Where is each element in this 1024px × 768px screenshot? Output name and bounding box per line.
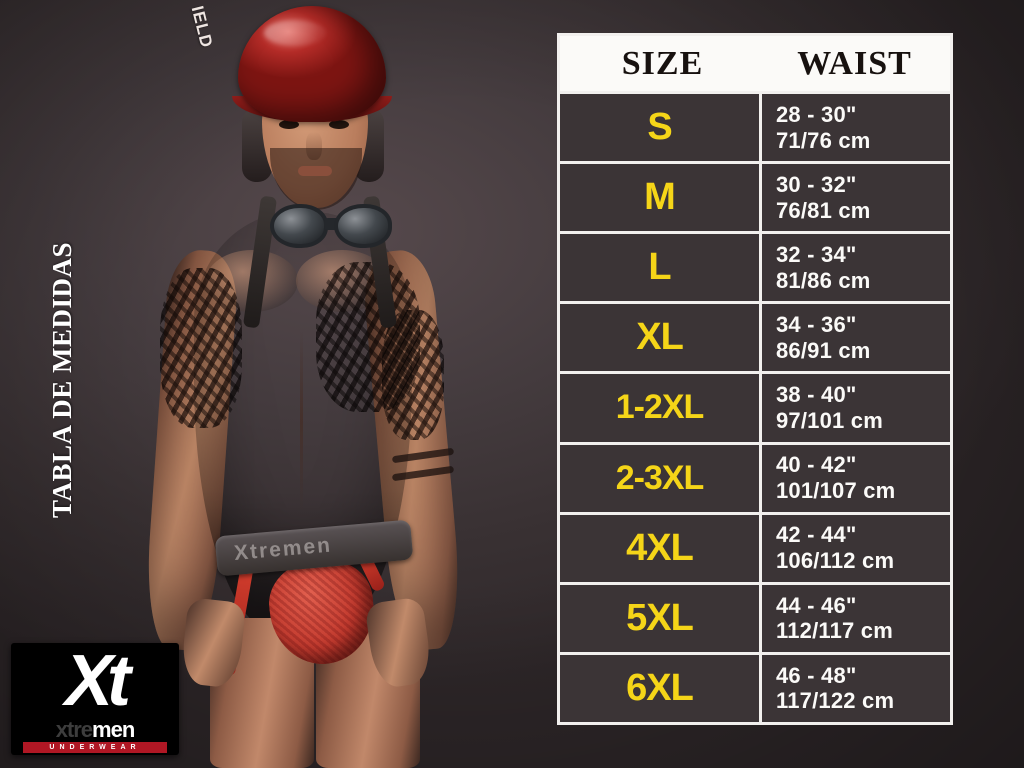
model-abs-line	[300, 330, 303, 510]
logo-wordmark-left: xtre	[55, 717, 93, 742]
cell-waist: 32 - 34" 81/86 cm	[762, 234, 950, 301]
waist-cm: 106/112 cm	[776, 548, 895, 574]
table-header-row: SIZE WAIST	[560, 36, 950, 91]
model-lips	[298, 166, 332, 176]
cell-size: 2-3XL	[560, 444, 762, 512]
xtremen-logo: Xt xtremen UNDERWEAR	[11, 643, 179, 755]
waist-cm: 97/101 cm	[776, 407, 883, 433]
waist-cm: 101/107 cm	[776, 478, 896, 504]
cell-size: XL	[560, 304, 762, 372]
table-row: 4XL 42 - 44" 106/112 cm	[560, 511, 950, 582]
column-header-size: SIZE	[621, 44, 704, 82]
waist-inches: 38 - 40"	[776, 382, 857, 408]
table-body: S 28 - 30" 71/76 cm M 30 - 32" 76/81 cm L 32 - …	[560, 91, 950, 722]
table-row: S 28 - 30" 71/76 cm	[560, 91, 950, 162]
model-eye-left	[279, 120, 299, 129]
tattoo-right-arm	[382, 310, 444, 440]
goggle-lens-right	[334, 204, 392, 248]
goggle-lens-left	[270, 204, 328, 248]
cell-waist: 38 - 40" 97/101 cm	[762, 374, 950, 441]
cell-size: 4XL	[560, 514, 762, 582]
cell-waist: 44 - 46" 112/117 cm	[762, 585, 950, 652]
waist-cm: 71/76 cm	[776, 127, 871, 153]
waist-inches: 44 - 46"	[776, 592, 857, 618]
waist-cm: 76/81 cm	[776, 197, 871, 223]
model-photo: IELD Xtremen	[120, 0, 480, 768]
red-helmet	[238, 6, 386, 122]
table-row: 5XL 44 - 46" 112/117 cm	[560, 581, 950, 652]
page-title: SIZE CHART	[0, 168, 7, 530]
waist-inches: 46 - 48"	[776, 662, 857, 688]
waist-inches: 34 - 36"	[776, 312, 857, 338]
helmet-gloss	[264, 20, 326, 46]
waist-inches: 28 - 30"	[776, 101, 857, 127]
cell-size: L	[560, 234, 762, 302]
waist-inches: 42 - 44"	[776, 522, 857, 548]
helmet-text: IELD	[187, 4, 217, 51]
cell-size: 5XL	[560, 584, 762, 652]
cell-waist: 40 - 42" 101/107 cm	[762, 445, 950, 512]
cell-size: M	[560, 164, 762, 232]
table-row: 6XL 46 - 48" 117/122 cm	[560, 651, 950, 722]
logo-wordmark-right: men	[92, 717, 135, 742]
model-eye-right	[329, 120, 349, 129]
cell-waist: 42 - 44" 106/112 cm	[762, 515, 950, 582]
cell-size: S	[560, 94, 762, 162]
waist-cm: 86/91 cm	[776, 337, 871, 363]
size-table: SIZE WAIST S 28 - 30" 71/76 cm M 30 - 32" 76/…	[557, 33, 953, 725]
table-row: L 32 - 34" 81/86 cm	[560, 231, 950, 302]
page-subtitle: TABLA DE MEDIDAS	[47, 241, 77, 518]
cell-waist: 30 - 32" 76/81 cm	[762, 164, 950, 231]
waist-inches: 40 - 42"	[776, 452, 857, 478]
goggles-icon	[270, 200, 396, 252]
waist-inches: 30 - 32"	[776, 171, 857, 197]
table-row: M 30 - 32" 76/81 cm	[560, 161, 950, 232]
tattoo-left-shoulder	[160, 268, 242, 428]
cell-waist: 28 - 30" 71/76 cm	[762, 94, 950, 161]
table-row: 2-3XL 40 - 42" 101/107 cm	[560, 441, 950, 512]
waist-cm: 117/122 cm	[776, 688, 895, 714]
cell-waist: 34 - 36" 86/91 cm	[762, 304, 950, 371]
waist-cm: 81/86 cm	[776, 267, 871, 293]
waist-cm: 112/117 cm	[776, 618, 894, 644]
table-row: 1-2XL 38 - 40" 97/101 cm	[560, 371, 950, 442]
cell-size: 6XL	[560, 654, 762, 722]
column-header-waist: WAIST	[797, 44, 912, 82]
waistband-brand-text: Xtremen	[233, 533, 333, 565]
logo-tagline: UNDERWEAR	[23, 742, 167, 753]
logo-monogram: Xt	[65, 643, 131, 721]
waist-inches: 32 - 34"	[776, 242, 857, 268]
cell-waist: 46 - 48" 117/122 cm	[762, 655, 950, 722]
logo-wordmark: xtremen	[11, 719, 179, 741]
cell-size: 1-2XL	[560, 374, 762, 442]
table-row: XL 34 - 36" 86/91 cm	[560, 301, 950, 372]
